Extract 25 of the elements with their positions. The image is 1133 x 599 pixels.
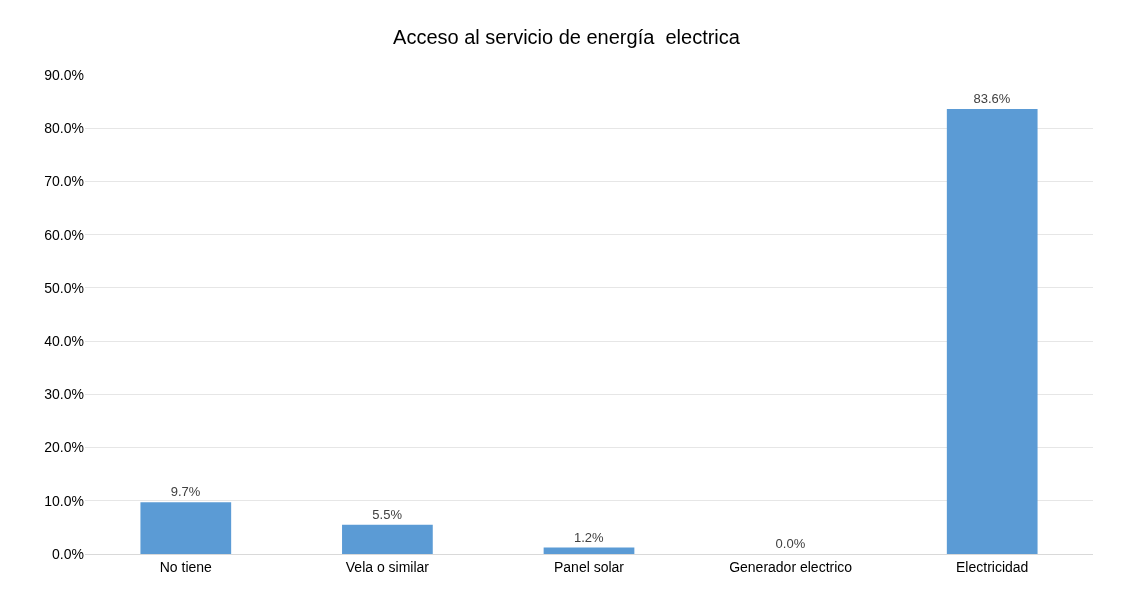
x-tick-label: Electricidad: [956, 558, 1029, 575]
data-label: 0.0%: [775, 536, 806, 551]
y-tick-label: 90.0%: [44, 66, 84, 83]
x-tick-label: No tiene: [159, 558, 213, 575]
data-label: 1.2%: [573, 529, 605, 545]
x-tick-label: Panel solar: [553, 558, 625, 575]
chart-title: Acceso al servicio de energía electrica: [393, 25, 741, 48]
y-tick-label: 0.0%: [52, 545, 84, 562]
y-tick-label: 40.0%: [44, 333, 84, 350]
y-tick-label: 10.0%: [44, 492, 84, 509]
y-tick-label: 20.0%: [44, 439, 84, 456]
y-tick-label: 30.0%: [44, 386, 84, 403]
bar: [342, 524, 433, 554]
y-tick-label: 60.0%: [44, 226, 84, 243]
data-label: 5.5%: [372, 506, 403, 522]
y-tick-label: 50.0%: [44, 279, 84, 296]
data-label: 83.6%: [973, 91, 1011, 107]
y-tick-label: 80.0%: [44, 120, 84, 137]
x-tick-label: Generador electrico: [729, 558, 853, 575]
y-tick-label: 70.0%: [44, 173, 84, 190]
bar: [543, 547, 635, 554]
x-tick-label: Vela o similar: [345, 558, 430, 575]
bar: [140, 502, 232, 554]
data-label: 9.7%: [170, 484, 201, 500]
bar: [946, 109, 1038, 554]
